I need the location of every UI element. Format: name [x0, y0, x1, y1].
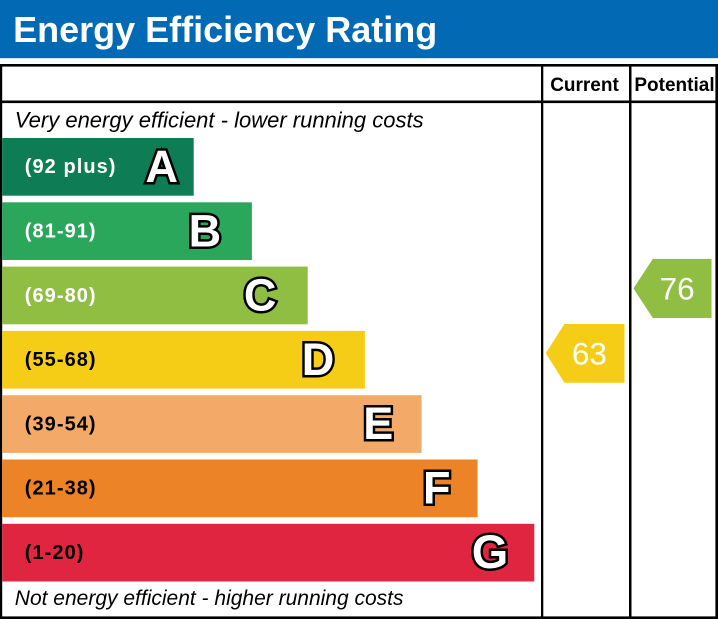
svg-text:G: G [472, 525, 509, 578]
svg-text:76: 76 [660, 271, 695, 307]
svg-text:D: D [302, 334, 335, 385]
svg-text:(92 plus): (92 plus) [25, 156, 117, 178]
svg-text:C: C [244, 270, 277, 321]
svg-text:(81-91): (81-91) [25, 221, 97, 243]
svg-text:(55-68): (55-68) [25, 349, 97, 371]
svg-text:Very energy efficient - lower: Very energy efficient - lower running co… [15, 108, 424, 133]
svg-text:(1-20): (1-20) [25, 542, 85, 564]
svg-text:Current: Current [550, 75, 619, 96]
svg-text:F: F [423, 463, 451, 514]
svg-text:(69-80): (69-80) [25, 285, 97, 307]
svg-text:63: 63 [572, 336, 607, 372]
svg-text:Potential: Potential [634, 75, 714, 96]
svg-text:B: B [189, 205, 222, 256]
svg-text:Not energy efficient - higher: Not energy efficient - higher running co… [15, 587, 404, 610]
svg-text:A: A [146, 141, 179, 192]
svg-text:Energy Efficiency Rating: Energy Efficiency Rating [13, 9, 437, 50]
svg-text:E: E [363, 398, 393, 449]
svg-text:(21-38): (21-38) [25, 478, 97, 500]
svg-text:(39-54): (39-54) [25, 413, 97, 435]
